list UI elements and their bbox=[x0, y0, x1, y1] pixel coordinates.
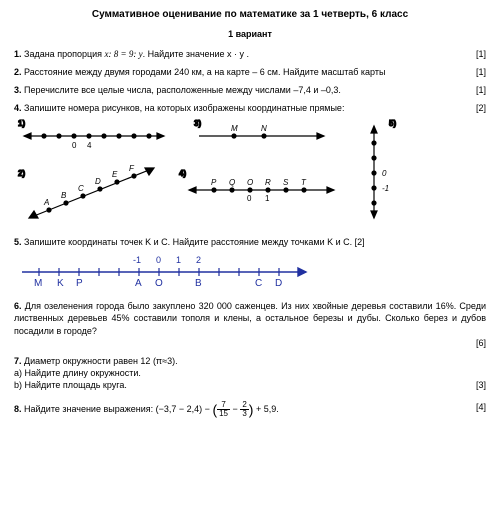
fig-label-3: 3) bbox=[194, 119, 201, 128]
fig5-m1: -1 bbox=[382, 184, 389, 193]
fig2-E: E bbox=[112, 170, 118, 179]
q2-text: Расстояние между двумя городами 240 км, … bbox=[22, 67, 386, 77]
fig1-four: 4 bbox=[87, 141, 92, 150]
question-1: 1. Задана пропорция x: 8 = 9: y. Найдите… bbox=[14, 48, 486, 60]
nl-P: P bbox=[76, 278, 83, 289]
figures-q4: 1) 0 4 3) M N 5) 0 -1 2) bbox=[14, 118, 486, 228]
fig4-O: O bbox=[247, 178, 253, 187]
variant-label: 1 вариант bbox=[14, 28, 486, 40]
q8-frac2: 23 bbox=[240, 401, 248, 418]
question-5: 5. Запишите координаты точек K и C. Найд… bbox=[14, 236, 486, 248]
q2-mark: [1] bbox=[476, 66, 486, 78]
q5-text: Запишите координаты точек K и C. Найдите… bbox=[22, 237, 365, 247]
q8-mark: [4] bbox=[476, 401, 486, 413]
nl-tick-m1: -1 bbox=[133, 255, 141, 265]
q3-text: Перечислите все целые числа, расположенн… bbox=[22, 85, 341, 95]
q1-mark: [1] bbox=[476, 48, 486, 60]
q1-text: Задана пропорция bbox=[22, 49, 105, 59]
q1-text2: . Найдите значение x · y . bbox=[143, 49, 249, 59]
q7-num: 7. bbox=[14, 356, 22, 366]
fig-label-4: 4) bbox=[179, 169, 186, 178]
fig4-R: R bbox=[265, 178, 271, 187]
rparen-icon: ) bbox=[249, 402, 254, 418]
q6-text: Для озеленения города было закуплено 320… bbox=[14, 301, 486, 335]
nl-C: C bbox=[255, 278, 262, 289]
q8-expr: (−3,7 − 2,4) − (715 − 23) + 5,9. bbox=[156, 404, 279, 414]
q8-p1: (−3,7 − 2,4) − bbox=[156, 404, 210, 414]
q3-mark: [1] bbox=[476, 84, 486, 96]
nl-O: O bbox=[155, 278, 163, 289]
nl-tick-2: 2 bbox=[196, 255, 201, 265]
q8-minus: − bbox=[233, 404, 238, 414]
fig2-D: D bbox=[95, 177, 101, 186]
q7-a: a) Найдите длину окружности. bbox=[14, 368, 141, 378]
question-3: 3. Перечислите все целые числа, располож… bbox=[14, 84, 486, 96]
nl-B: B bbox=[195, 278, 202, 289]
q8-text: Найдите значение выражения: bbox=[22, 404, 156, 414]
q7-text: Диаметр окружности равен 12 (π≈3). bbox=[22, 356, 178, 366]
fig3-M: M bbox=[231, 124, 238, 133]
fig4-zero: 0 bbox=[247, 194, 252, 203]
nl-K: K bbox=[57, 278, 64, 289]
question-6: 6. Для озеленения города было закуплено … bbox=[14, 300, 486, 349]
nl-tick-0: 0 bbox=[156, 255, 161, 265]
fig2-F: F bbox=[129, 164, 135, 173]
q5-numberline: -1 0 1 2 M K P A O B C D bbox=[14, 250, 314, 292]
q1-formula: x: 8 = 9: y bbox=[105, 49, 143, 59]
fig-label-1: 1) bbox=[18, 119, 25, 128]
page-title: Суммативное оценивание по математике за … bbox=[14, 8, 486, 22]
q6-mark: [6] bbox=[14, 337, 486, 349]
q1-num: 1. bbox=[14, 49, 22, 59]
q2-num: 2. bbox=[14, 67, 22, 77]
fig-label-5: 5) bbox=[389, 119, 396, 128]
fig3-N: N bbox=[261, 124, 267, 133]
fig2-C: C bbox=[78, 184, 84, 193]
question-8: 8. Найдите значение выражения: (−3,7 − 2… bbox=[14, 401, 486, 418]
fig4-S: S bbox=[283, 178, 289, 187]
fig-label-2: 2) bbox=[18, 169, 25, 178]
nl-M: M bbox=[34, 278, 42, 289]
fig4-Q: Q bbox=[229, 178, 235, 187]
q7-mark: [3] bbox=[476, 379, 486, 391]
q6-num: 6. bbox=[14, 301, 22, 311]
q7-b: b) Найдите площадь круга. bbox=[14, 380, 127, 390]
q5-num: 5. bbox=[14, 237, 22, 247]
q4-diagrams: 1) 0 4 3) M N 5) 0 -1 2) bbox=[14, 118, 484, 228]
q8-p2: + 5,9. bbox=[256, 404, 279, 414]
q8-frac1: 715 bbox=[217, 401, 230, 418]
figure-q5: -1 0 1 2 M K P A O B C D bbox=[14, 250, 486, 292]
fig2-A: A bbox=[43, 198, 49, 207]
question-4: 4. Запишите номера рисунков, на которых … bbox=[14, 102, 486, 114]
q4-num: 4. bbox=[14, 103, 22, 113]
q3-num: 3. bbox=[14, 85, 22, 95]
question-2: 2. Расстояние между двумя городами 240 к… bbox=[14, 66, 486, 78]
fig4-T: T bbox=[301, 178, 307, 187]
q8-num: 8. bbox=[14, 404, 22, 414]
fig4-one: 1 bbox=[265, 194, 270, 203]
fig5-zero: 0 bbox=[382, 169, 387, 178]
fig2-B: B bbox=[61, 191, 67, 200]
nl-tick-1: 1 bbox=[176, 255, 181, 265]
q4-mark: [2] bbox=[476, 102, 486, 114]
fig4-P: P bbox=[211, 178, 217, 187]
q4-text: Запишите номера рисунков, на которых изо… bbox=[22, 103, 345, 113]
question-7: 7. Диаметр окружности равен 12 (π≈3). a)… bbox=[14, 355, 486, 391]
nl-D: D bbox=[275, 278, 282, 289]
fig1-zero: 0 bbox=[72, 141, 77, 150]
nl-A: A bbox=[135, 278, 142, 289]
